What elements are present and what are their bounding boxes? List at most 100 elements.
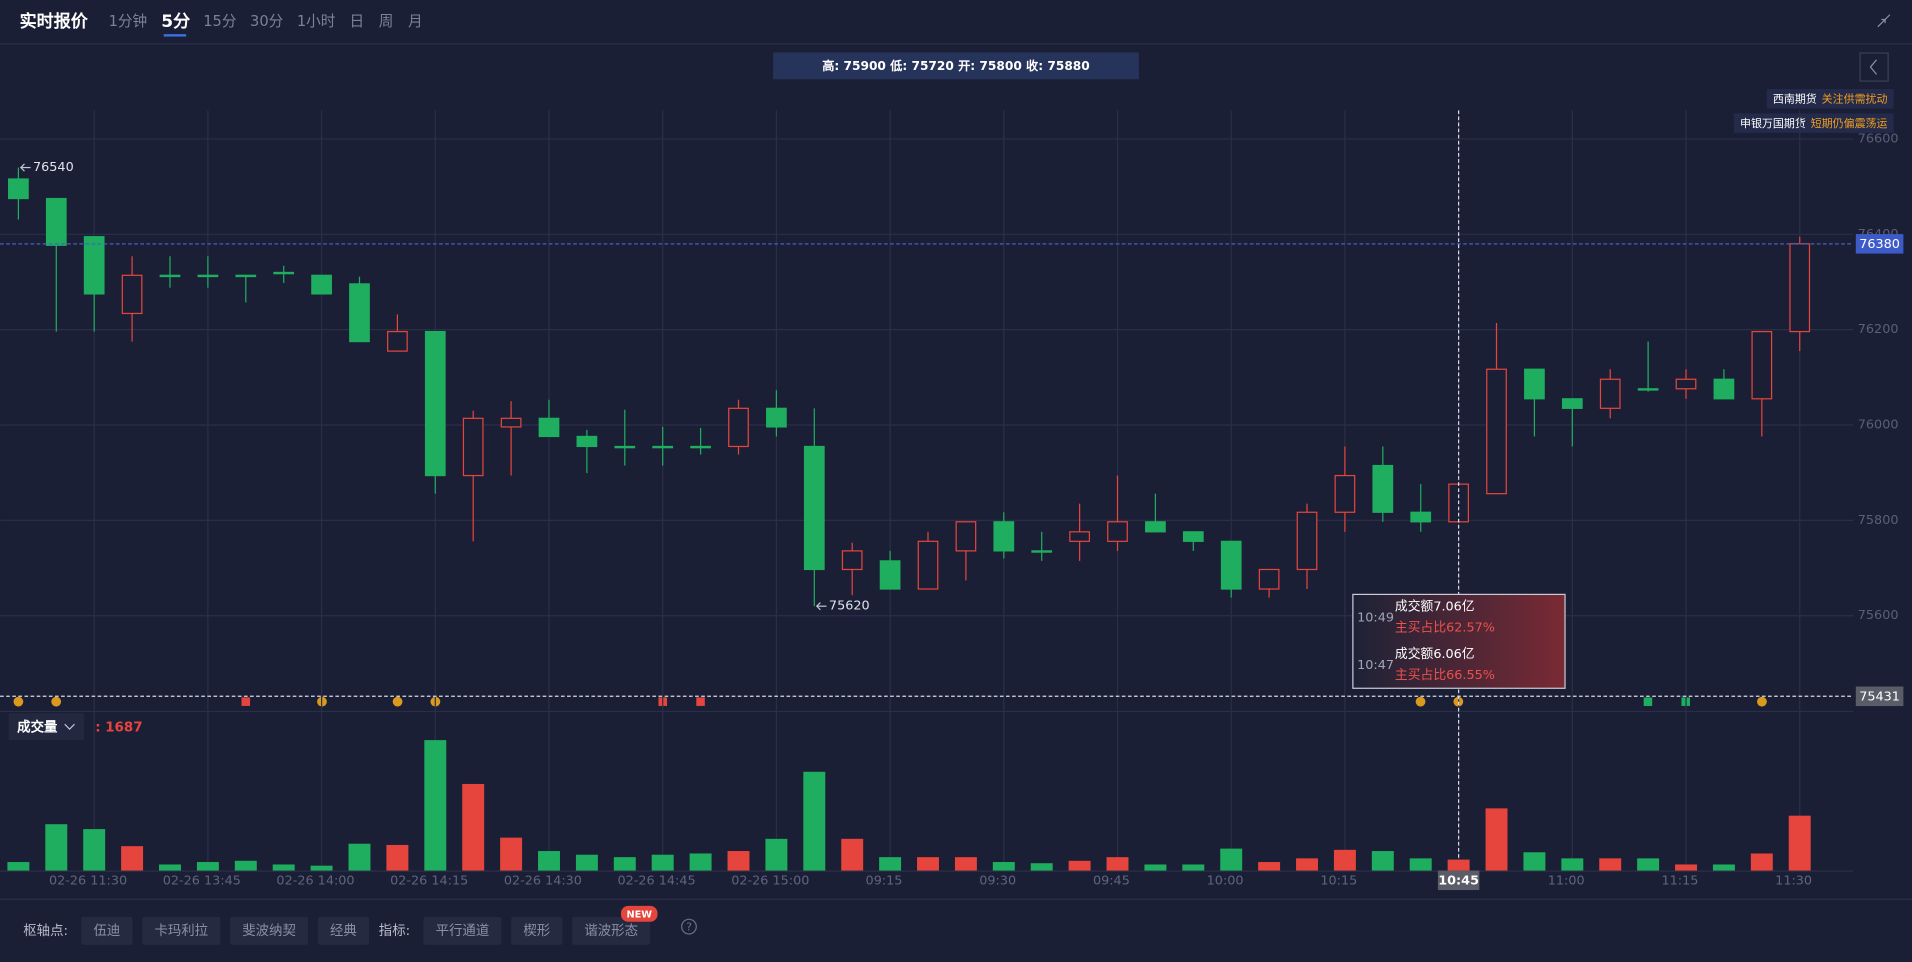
active-tab-underline	[163, 34, 187, 37]
toolbar-button[interactable]	[317, 916, 370, 945]
tooltip-amount: 成交额6.06亿	[1395, 646, 1475, 662]
candle-body	[1372, 464, 1394, 513]
volume-bar	[917, 857, 939, 871]
candle-body	[311, 274, 332, 295]
timeframe-tab[interactable]: 30分	[250, 13, 284, 30]
volume-bar	[1750, 853, 1773, 871]
candle-body	[1561, 398, 1583, 409]
event-marker[interactable]	[696, 697, 705, 706]
broker-tag	[1766, 89, 1894, 109]
toolbar-button[interactable]	[511, 916, 563, 945]
volume-bar	[272, 864, 295, 871]
toolbar-button-label: 经典	[330, 923, 357, 939]
volume-bar	[954, 857, 977, 871]
candle-body	[955, 521, 977, 552]
x-tick-label: 02-26 15:00	[731, 873, 809, 888]
extreme-arrowhead	[19, 163, 25, 172]
back-button[interactable]	[1859, 52, 1889, 82]
candle-body	[766, 407, 787, 428]
candle-body	[500, 417, 522, 428]
candle-body	[349, 283, 370, 343]
toolbar-button[interactable]	[423, 916, 502, 945]
last-price-label: 76380	[1859, 237, 1900, 252]
event-marker[interactable]	[1757, 696, 1767, 707]
volume-bar	[83, 829, 106, 871]
toolbar-button[interactable]	[142, 916, 221, 945]
candle-body	[273, 271, 295, 275]
candle-body	[1524, 368, 1545, 400]
volume-bar	[1523, 852, 1546, 871]
volume-bar	[310, 865, 333, 871]
candle-body	[1145, 521, 1166, 533]
candle-body	[1107, 521, 1128, 542]
toolbar-button[interactable]	[81, 916, 133, 945]
timeframe-tab[interactable]: 1小时	[297, 13, 336, 30]
broker-name: 西南期货	[1773, 91, 1817, 105]
event-marker[interactable]	[392, 696, 403, 707]
volume-readout: : 1687	[95, 720, 142, 735]
candle-body	[917, 540, 939, 590]
candle-body	[1069, 531, 1090, 542]
info-bar	[773, 52, 1139, 80]
volume-bar	[992, 862, 1015, 871]
candle-body	[1751, 330, 1773, 400]
volume-bar	[1296, 858, 1318, 871]
x-tick-label: 02-26 14:00	[276, 873, 354, 888]
timeframe-tab[interactable]: 1分钟	[109, 13, 148, 30]
volume-bar	[159, 864, 181, 871]
x-tick-label: 11:15	[1661, 873, 1698, 888]
candle-body	[159, 274, 181, 278]
volume-bar	[651, 854, 674, 871]
x-tick-label: 02-26 11:30	[49, 873, 127, 888]
volume-bar	[1485, 808, 1508, 871]
candle-body	[1031, 550, 1053, 553]
candle-body	[728, 407, 749, 448]
y-tick-label: 76600	[1858, 131, 1899, 146]
candle-body	[841, 550, 863, 571]
x-tick-label: 11:00	[1548, 873, 1585, 888]
toolbar-button-label: 伍迪	[93, 923, 120, 939]
help-icon[interactable]	[681, 918, 697, 935]
candle-body	[879, 560, 901, 590]
event-marker[interactable]	[1415, 696, 1426, 707]
timeframe-tab[interactable]: 5分	[161, 12, 190, 32]
timeframe-tab[interactable]: 15分	[203, 13, 237, 30]
broker-note[interactable]: 短期仍偏震荡运	[1811, 116, 1888, 130]
volume-bar	[613, 857, 636, 871]
volume-bar	[803, 771, 826, 871]
toolbar-button-label: 谐波形态	[584, 923, 638, 939]
event-marker[interactable]	[51, 696, 62, 707]
event-marker[interactable]	[241, 697, 251, 706]
broker-note[interactable]: 关注供需扰动	[1822, 91, 1888, 105]
volume-bar	[1144, 864, 1167, 871]
x-tick-label: 02-26 14:15	[390, 873, 468, 888]
timeframe-tab[interactable]: 周	[379, 13, 394, 30]
candle-body	[1486, 368, 1507, 495]
candle-body	[1258, 568, 1280, 590]
candle-body	[424, 330, 446, 477]
toolbar-button-label: 斐波纳契	[242, 923, 296, 939]
candle-body	[690, 445, 711, 449]
volume-bar	[841, 838, 864, 871]
candle-body	[197, 274, 219, 278]
volume-bar	[1637, 858, 1660, 871]
candle-body	[45, 197, 67, 246]
event-marker[interactable]	[13, 696, 24, 707]
volume-bar	[1371, 851, 1394, 871]
collapse-icon[interactable]	[1877, 14, 1891, 28]
timeframe-tab[interactable]: 月	[408, 13, 423, 30]
timeframe-tab[interactable]: 日	[350, 13, 365, 30]
candle-body	[387, 330, 408, 352]
volume-bar	[765, 838, 788, 871]
volume-bar	[462, 783, 485, 871]
volume-bar	[1182, 864, 1205, 871]
candle-body	[803, 445, 825, 571]
y-tick-label: 75600	[1858, 608, 1899, 623]
x-tick-label: 02-26 14:30	[504, 873, 582, 888]
event-marker[interactable]	[1643, 697, 1653, 706]
volume-bar	[500, 837, 523, 871]
toolbar-button[interactable]	[230, 916, 309, 945]
toolbar-button[interactable]	[572, 916, 651, 945]
info-bar-text: 高: 75900 低: 75720 开: 75800 收: 75880	[822, 58, 1090, 73]
